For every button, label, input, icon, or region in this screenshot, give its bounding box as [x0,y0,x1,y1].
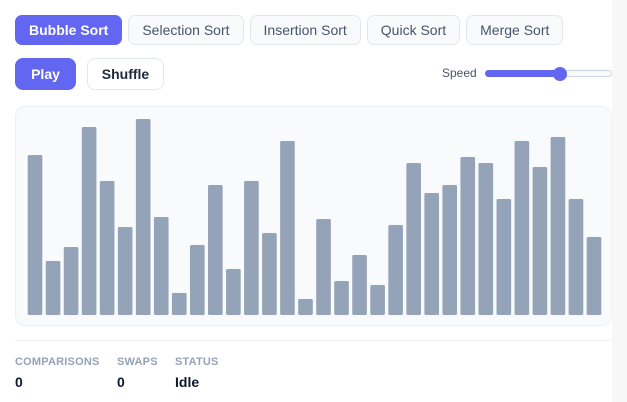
bar [442,185,458,315]
tab-selection-sort[interactable]: Selection Sort [128,15,244,45]
speed-slider-thumb[interactable] [552,67,567,81]
bar [424,193,440,315]
bar [262,233,277,315]
bar [298,299,313,315]
bar [514,141,530,315]
bar [532,167,548,315]
status-label: STATUS [175,356,219,368]
bar [226,269,241,315]
bar [280,141,295,315]
bar [81,127,97,315]
bar [370,285,385,315]
bar [63,247,79,315]
bar [135,119,151,315]
bar [153,217,169,315]
bar [334,281,349,315]
page-edge [612,0,627,402]
bar [460,157,476,315]
comparisons-value: 0 [15,374,23,390]
bars-canvas [27,119,602,315]
shuffle-button[interactable]: Shuffle [87,58,164,90]
bar [208,185,223,315]
play-button[interactable]: Play [15,58,76,90]
bar [496,199,512,315]
bar [45,261,61,315]
bar [99,181,115,315]
comparisons-stat: COMPARISONS 0 [15,356,100,390]
status-value: Idle [175,374,200,390]
swaps-label: SWAPS [117,356,158,368]
bar [586,237,602,315]
controls-bar: Play Shuffle Speed [15,58,612,90]
status-stat: STATUS Idle [175,356,219,390]
comparisons-label: COMPARISONS [15,356,100,368]
bar [352,255,367,315]
bar [568,199,584,315]
bar [388,225,403,315]
bar [189,245,205,315]
bar [406,163,421,315]
speed-label: Speed [442,66,477,80]
speed-slider-fill [485,70,560,77]
bar [27,155,43,315]
tab-merge-sort[interactable]: Merge Sort [466,15,564,45]
bar-visualization [15,106,612,326]
tab-quick-sort[interactable]: Quick Sort [366,15,461,45]
bar [550,137,566,315]
algorithm-tabs: Bubble Sort Selection Sort Insertion Sor… [15,15,569,45]
tab-insertion-sort[interactable]: Insertion Sort [249,15,361,45]
bar [171,293,187,315]
bar [244,181,259,315]
stats-divider [15,340,612,341]
bar [316,219,331,315]
bar [478,163,494,315]
swaps-value: 0 [117,374,125,390]
bar [117,227,133,315]
tab-bubble-sort[interactable]: Bubble Sort [15,15,123,45]
swaps-stat: SWAPS 0 [117,356,158,390]
speed-slider[interactable] [485,66,612,82]
